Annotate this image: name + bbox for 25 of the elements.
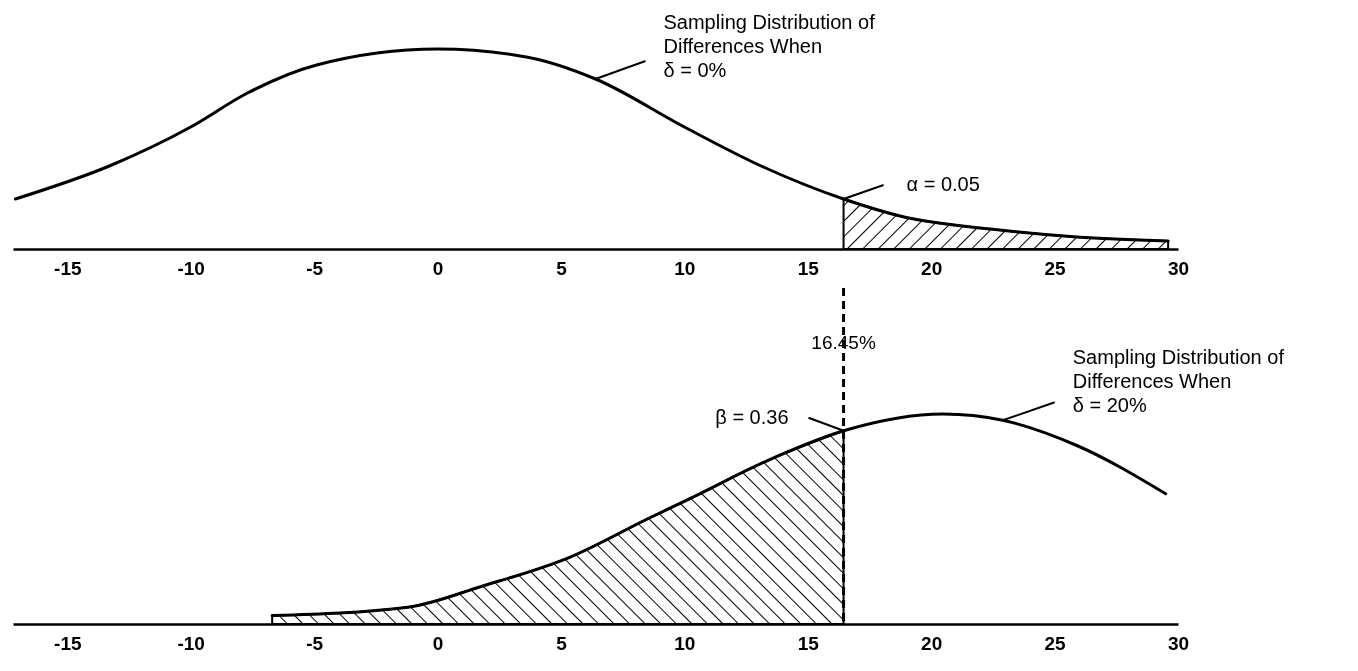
annotation: Sampling Distribution of Differences When δ = 20% bbox=[1072, 346, 1285, 417]
x-tick-label: -10 bbox=[177, 632, 205, 654]
x-tick-label: 5 bbox=[556, 632, 568, 654]
x-tick-label: 0 bbox=[432, 632, 444, 654]
x-tick-label: 30 bbox=[1167, 632, 1190, 654]
x-tick-label: 25 bbox=[1044, 257, 1067, 279]
x-tick-label: 15 bbox=[797, 632, 820, 654]
x-tick-label: -10 bbox=[177, 257, 205, 279]
x-tick-label: 20 bbox=[921, 632, 943, 654]
x-tick-label: 5 bbox=[556, 257, 568, 279]
x-tick-label: 10 bbox=[674, 257, 696, 279]
x-tick-label: -5 bbox=[306, 632, 324, 654]
x-tick-label: 10 bbox=[674, 632, 696, 654]
x-tick-label: 20 bbox=[921, 257, 943, 279]
x-tick-label: -15 bbox=[54, 632, 82, 654]
x-tick-label: 25 bbox=[1044, 632, 1067, 654]
annotation: Sampling Distribution of Differences When δ = 0% bbox=[663, 11, 876, 81]
x-tick-label: -15 bbox=[54, 257, 82, 279]
annotation: α = 0.05 bbox=[906, 173, 980, 195]
x-tick-label: 0 bbox=[432, 257, 444, 279]
annotation: β = 0.36 bbox=[715, 405, 789, 428]
ref-line-label: 16.45% bbox=[811, 332, 876, 353]
x-tick-label: -5 bbox=[306, 257, 324, 279]
x-tick-label: 15 bbox=[797, 257, 820, 279]
x-tick-label: 30 bbox=[1167, 257, 1190, 279]
